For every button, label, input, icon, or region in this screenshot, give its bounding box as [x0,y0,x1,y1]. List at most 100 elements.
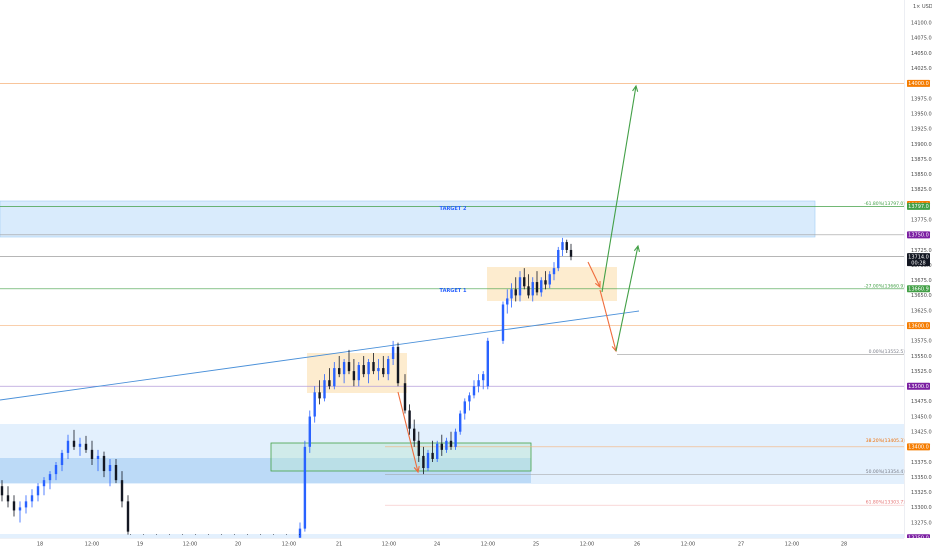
y-tick-19: 13725.0 [911,248,932,254]
up-arrow-1 [601,85,637,293]
candle-body-65 [514,289,517,296]
price-badge-7 [907,382,930,390]
x-tick-16: 28 [841,542,847,548]
candle-body-70 [535,282,539,293]
candle-body-49 [431,452,434,459]
price-badge-6 [907,322,930,330]
bottom-zone [0,534,904,538]
x-tick-12: 26 [634,542,640,548]
price-badge-label-0: 14000.0 [908,81,929,87]
y-tick-8: 13450.0 [911,414,932,420]
y-tick-33: 14075.0 [911,36,932,42]
y-tick-15: 13625.0 [911,308,932,314]
candle-body-15 [90,449,94,459]
axis-currency: 1× USD [913,4,932,10]
candle-body-29 [333,368,336,387]
candle-body-34 [357,365,360,381]
candle-body-7 [42,480,46,487]
candle-body-28 [328,380,331,387]
down-arrow-3 [599,289,617,352]
candle-body-77 [565,242,568,250]
y-tick-9: 13475.0 [911,399,932,405]
price-badge-4 [907,253,930,267]
y-tick-4: 13350.0 [911,475,932,481]
candle-body-41 [391,346,395,359]
candle-body-26 [318,392,321,399]
x-tick-3: 12:00 [183,542,197,548]
candle-body-38 [377,368,380,372]
candle-body-22 [298,528,302,538]
candle-body-58 [472,386,476,396]
candle-body-52 [445,440,448,450]
consolidation-box-2 [487,267,617,301]
candle-body-33 [352,371,356,381]
target-2-label: TARGET 2 [440,206,467,212]
x-tick-11: 12:00 [580,542,594,548]
candle-body-3 [18,507,22,511]
candle-body-0 [0,486,4,496]
candle-body-39 [382,368,385,375]
support-zone-dark [0,458,531,483]
y-tick-32: 14050.0 [911,51,932,57]
candle-body-61 [486,340,489,387]
fib-label-5: 61.80%(13303.7) [866,500,906,506]
x-tick-7: 12:00 [382,542,396,548]
down-arrow-2 [587,261,601,288]
candle-body-17 [102,455,106,472]
y-tick-16: 13650.0 [911,293,932,299]
candle-body-69 [531,282,534,296]
price-badge-3 [907,231,930,239]
candle-body-40 [387,358,390,375]
price-badge-label-8: 13400.0 [908,445,929,451]
fib-label-4: 50.00%(13354.4) [866,469,906,475]
candle-body-63 [506,298,509,305]
fib-label-1: -27.00%(13660.9) [864,283,905,289]
candle-body-50 [436,443,439,459]
y-tick-31: 14025.0 [911,66,932,72]
target-1-label: TARGET 1 [440,288,467,294]
time-axis-bg [0,538,932,550]
y-tick-24: 13850.0 [911,172,932,178]
x-tick-4: 20 [235,542,241,548]
y-tick-34: 14100.0 [911,21,932,27]
x-tick-13: 12:00 [681,542,695,548]
candle-body-48 [426,452,430,469]
candle-body-12 [72,440,76,447]
price-badge-5 [907,285,930,293]
target-2-zone [0,200,816,238]
candle-body-44 [408,410,411,429]
candle-body-27 [323,380,326,399]
fib-label-2: 0.00%(13552.5) [869,349,906,355]
candle-body-68 [527,286,530,296]
price-badge-label-3: 13750.0 [908,233,929,239]
candle-body-46 [417,440,420,456]
y-tick-25: 13875.0 [911,157,932,163]
candle-body-72 [544,280,547,285]
candle-body-21 [126,501,130,532]
price-badge-8 [907,443,930,451]
candle-body-14 [84,443,88,450]
candle-body-56 [463,401,466,414]
candle-body-54 [454,431,457,447]
candle-body-64 [510,289,513,299]
up-arrow-2 [615,245,639,352]
price-badge-label-6: 13600.0 [908,323,929,329]
candle-body-62 [501,304,505,341]
candle-body-57 [468,395,471,402]
y-tick-7: 13425.0 [911,429,932,435]
x-tick-1: 12:00 [85,542,99,548]
candle-body-5 [30,495,34,502]
y-tick-1: 13275.0 [911,520,932,526]
price-axis-bg [905,0,932,550]
y-tick-2: 13300.0 [911,505,932,511]
candle-body-2 [12,501,16,511]
candle-body-20 [120,480,124,502]
candle-body-31 [342,362,346,375]
candle-body-37 [372,362,375,372]
x-tick-10: 25 [533,542,539,548]
candle-body-32 [347,362,351,372]
candle-body-45 [413,428,416,441]
